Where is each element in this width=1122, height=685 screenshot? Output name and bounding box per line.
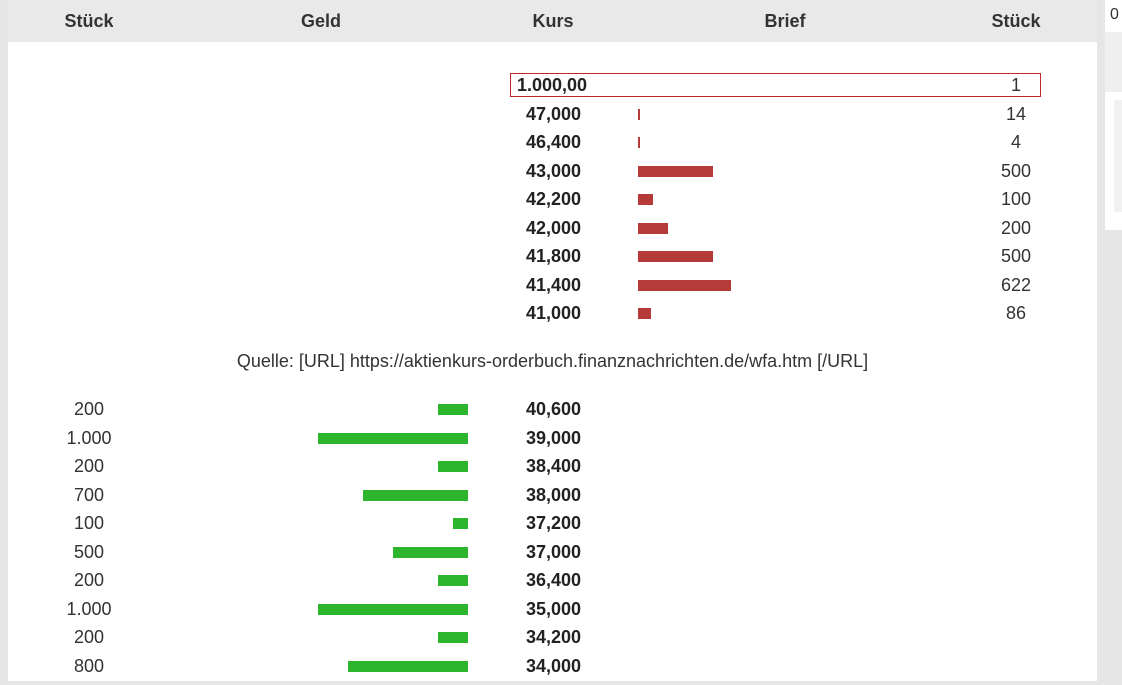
side-widget-box-2 bbox=[1114, 100, 1122, 212]
ask-qty: 500 bbox=[1000, 246, 1032, 266]
header-bid-qty: Stück bbox=[64, 11, 114, 31]
bid-price: 39,000 bbox=[525, 427, 581, 448]
ask-row: 42,000 200 bbox=[8, 214, 1097, 242]
bid-volume-bar bbox=[438, 461, 468, 472]
ask-price: 41,400 bbox=[525, 274, 581, 295]
ask-price: 1.000,00 bbox=[517, 75, 588, 95]
bid-qty: 200 bbox=[73, 399, 105, 419]
bid-row: 200 36,400 bbox=[8, 566, 1097, 594]
ask-volume-bar bbox=[638, 108, 641, 120]
bid-qty: 200 bbox=[73, 627, 105, 647]
ask-row: 47,000 14 bbox=[8, 100, 1097, 128]
bid-qty: 1.000 bbox=[66, 427, 112, 448]
bid-volume-bar bbox=[438, 632, 468, 643]
ask-qty: 500 bbox=[1000, 160, 1032, 181]
bid-qty: 100 bbox=[73, 513, 105, 533]
ask-qty: 4 bbox=[1010, 132, 1021, 152]
bid-volume-bar bbox=[318, 432, 468, 444]
ask-qty: 100 bbox=[1000, 189, 1032, 209]
best-ask-highlight bbox=[510, 73, 1041, 97]
orderbook-panel: Stück Geld Kurs Brief Stück 1.000,00 1 47,… bbox=[8, 0, 1097, 681]
bid-volume-bar bbox=[348, 660, 468, 672]
bid-price: 35,000 bbox=[525, 598, 581, 619]
side-number: 0 bbox=[1110, 6, 1119, 23]
ask-price: 41,000 bbox=[525, 303, 581, 323]
bid-price: 34,000 bbox=[525, 655, 581, 676]
bid-qty: 800 bbox=[73, 655, 105, 676]
ask-volume-bar bbox=[638, 308, 651, 319]
ask-volume-bar bbox=[638, 194, 653, 205]
ask-row: 41,400 622 bbox=[8, 271, 1097, 299]
bid-volume-bar bbox=[453, 518, 468, 529]
ask-qty: 14 bbox=[1005, 103, 1027, 124]
bid-row: 700 38,000 bbox=[8, 481, 1097, 509]
bid-volume-bar bbox=[438, 575, 468, 586]
ask-price: 47,000 bbox=[525, 103, 581, 124]
ask-price: 42,200 bbox=[525, 189, 581, 209]
bid-qty: 200 bbox=[73, 456, 105, 476]
ask-price: 46,400 bbox=[525, 132, 581, 152]
bid-volume-bar bbox=[393, 546, 468, 558]
ask-qty: 622 bbox=[1000, 274, 1032, 295]
bid-volume-bar bbox=[438, 404, 468, 415]
bid-qty: 700 bbox=[73, 484, 105, 505]
bid-price: 37,200 bbox=[525, 513, 581, 533]
bid-row: 100 37,200 bbox=[8, 509, 1097, 537]
ask-price: 41,800 bbox=[525, 246, 581, 266]
bid-qty: 1.000 bbox=[66, 598, 112, 619]
ask-row: 1.000,00 1 bbox=[8, 71, 1097, 99]
bid-row: 1.000 39,000 bbox=[8, 424, 1097, 452]
bid-volume-bar bbox=[363, 489, 468, 501]
ask-volume-bar bbox=[638, 279, 732, 291]
bid-row: 1.000 35,000 bbox=[8, 595, 1097, 623]
orderbook-header: Stück Geld Kurs Brief Stück bbox=[8, 0, 1097, 42]
ask-row: 42,200 100 bbox=[8, 185, 1097, 213]
ask-row: 46,400 4 bbox=[8, 128, 1097, 156]
ask-qty: 86 bbox=[1005, 303, 1027, 323]
ask-volume-bar bbox=[638, 137, 640, 148]
bid-price: 38,000 bbox=[525, 484, 581, 505]
header-price: Kurs bbox=[532, 11, 574, 31]
ask-volume-bar bbox=[638, 165, 713, 177]
bid-price: 37,000 bbox=[525, 541, 581, 562]
ask-row: 43,000 500 bbox=[8, 157, 1097, 185]
bid-price: 38,400 bbox=[525, 456, 581, 476]
bid-price: 40,600 bbox=[525, 399, 581, 419]
header-ask-qty: Stück bbox=[991, 11, 1041, 31]
header-ask: Brief bbox=[764, 11, 806, 31]
bid-volume-bar bbox=[318, 603, 468, 615]
side-widget: 0 bbox=[1105, 0, 1122, 230]
bid-row: 200 38,400 bbox=[8, 452, 1097, 480]
ask-volume-bar bbox=[638, 222, 668, 234]
bid-row: 200 34,200 bbox=[8, 623, 1097, 651]
bid-row: 500 37,000 bbox=[8, 538, 1097, 566]
ask-price: 42,000 bbox=[525, 217, 581, 238]
ask-qty: 200 bbox=[1000, 217, 1032, 238]
bid-row: 200 40,600 bbox=[8, 395, 1097, 423]
header-bid: Geld bbox=[300, 11, 341, 31]
source-note: Quelle: [URL] https://aktienkurs-orderbu… bbox=[236, 351, 869, 371]
bid-qty: 500 bbox=[73, 541, 105, 562]
ask-row: 41,000 86 bbox=[8, 299, 1097, 327]
ask-price: 43,000 bbox=[525, 160, 581, 181]
bid-row: 800 34,000 bbox=[8, 652, 1097, 680]
bid-price: 34,200 bbox=[525, 627, 581, 647]
bid-price: 36,400 bbox=[525, 570, 581, 590]
ask-qty: 1 bbox=[1010, 75, 1021, 95]
bid-qty: 200 bbox=[73, 570, 105, 590]
side-widget-box bbox=[1105, 32, 1122, 92]
ask-volume-bar bbox=[638, 251, 713, 262]
ask-row: 41,800 500 bbox=[8, 242, 1097, 270]
